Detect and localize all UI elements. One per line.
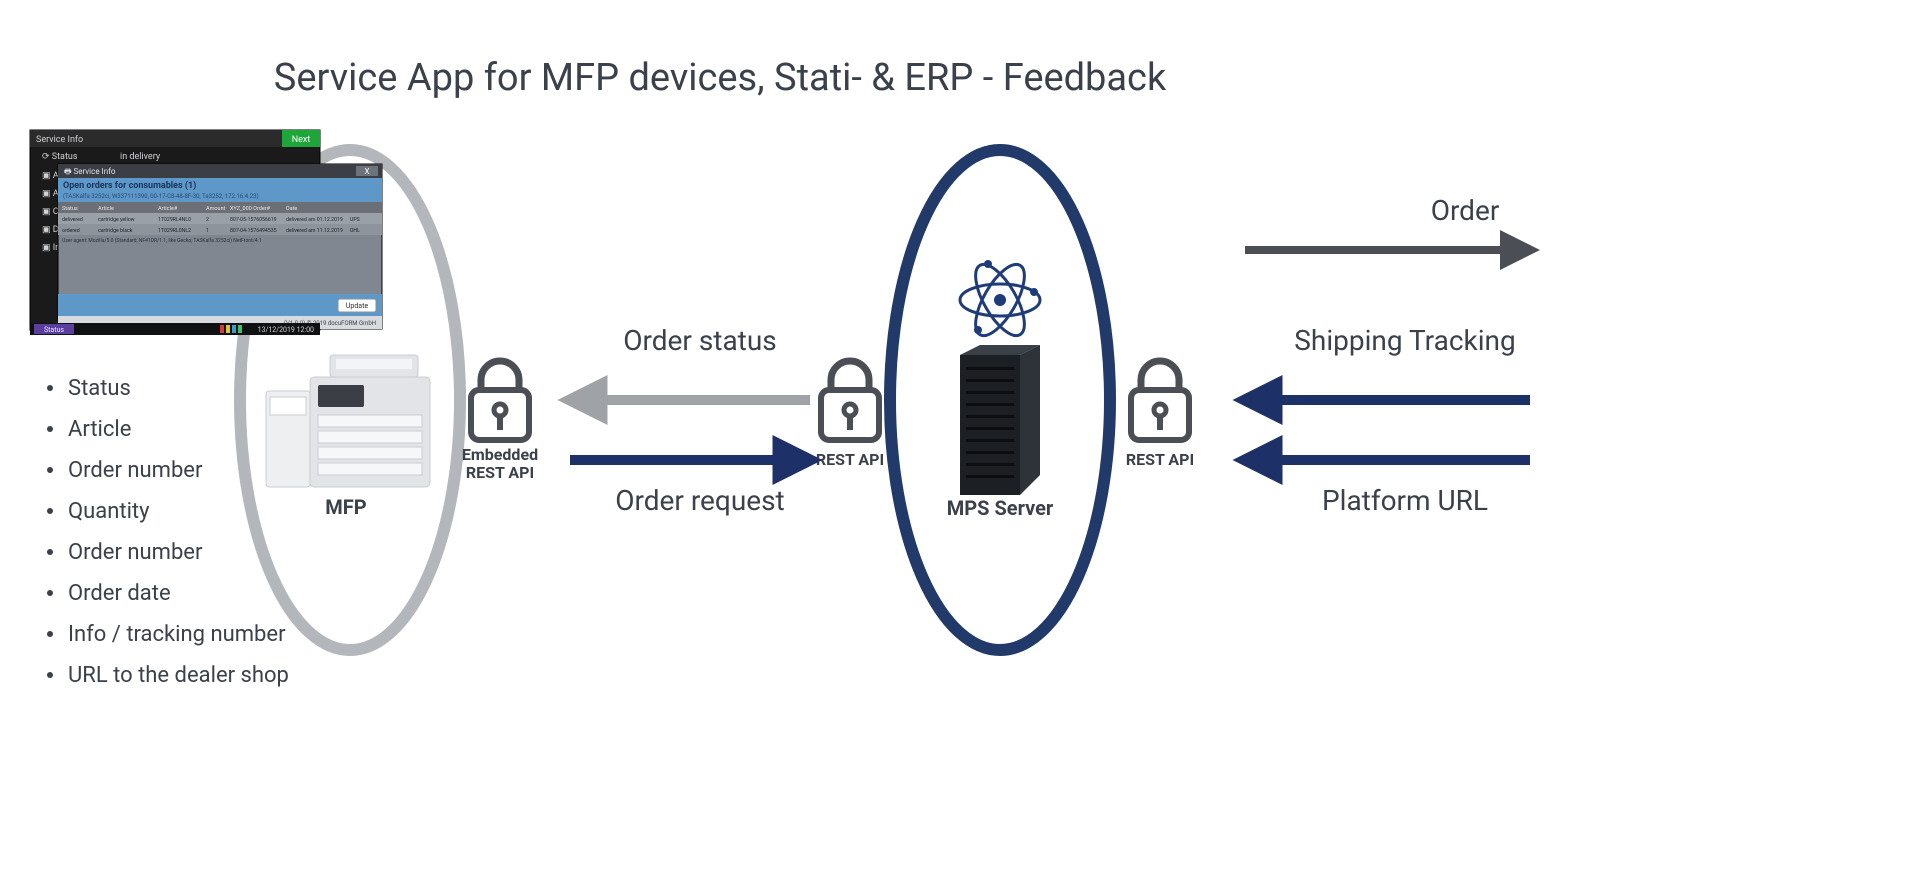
svg-text:Status: Status <box>44 326 64 334</box>
bullet-item: Quantity <box>68 499 150 524</box>
bullet-item: URL to the dealer shop <box>68 663 289 688</box>
svg-text:807-05-1576056619: 807-05-1576056619 <box>230 217 277 223</box>
svg-text:Amount: Amount <box>206 206 226 212</box>
bullet-marker <box>47 549 53 555</box>
svg-text:Update: Update <box>346 302 369 310</box>
arrow-label: Shipping Tracking <box>1294 324 1515 357</box>
svg-text:1T029RL4NL0: 1T029RL4NL0 <box>158 217 191 223</box>
svg-text:Service Info: Service Info <box>36 135 83 145</box>
arrow-label: Order status <box>623 324 776 357</box>
svg-text:1: 1 <box>206 228 209 234</box>
service-info-window: 🖶 Service Info X Open orders for consumabl… <box>58 164 382 329</box>
svg-text:delivered am 11.12.2019: delivered am 11.12.2019 <box>286 228 343 234</box>
bullet-item: Order number <box>68 458 203 483</box>
svg-text:Open orders for consumables (1: Open orders for consumables (1) <box>63 180 196 191</box>
svg-text:cartridge black: cartridge black <box>98 228 133 234</box>
svg-text:XYZ_000 Order#: XYZ_000 Order# <box>230 206 271 212</box>
svg-text:807-04-1576494535: 807-04-1576494535 <box>230 228 277 234</box>
mps-label: MPS Server <box>947 496 1054 520</box>
svg-text:delivered: delivered <box>62 217 83 223</box>
bullet-marker <box>47 508 53 514</box>
bullet-marker <box>47 426 53 432</box>
bullet-marker <box>47 467 53 473</box>
bullet-item: Status <box>68 376 131 401</box>
svg-text:2: 2 <box>206 217 209 223</box>
mfp-label: MFP <box>325 495 366 519</box>
svg-text:ordered: ordered <box>62 228 80 234</box>
svg-text:Article: Article <box>98 206 114 212</box>
svg-text:User agent: Mozilla/5.0 (Stand: User agent: Mozilla/5.0 (Standard; NF41D… <box>62 237 262 244</box>
svg-text:Status: Status <box>62 206 78 212</box>
arrow-label: Order <box>1431 194 1500 227</box>
svg-text:1T029RL0NL2: 1T029RL0NL2 <box>158 228 191 234</box>
svg-text:⟳ Status: ⟳ Status <box>42 152 78 162</box>
svg-text:Next: Next <box>292 135 311 145</box>
page-title: Service App for MFP devices, Stati- & ER… <box>274 56 1167 100</box>
svg-text:REST API: REST API <box>816 450 884 469</box>
arrow-label: Platform URL <box>1322 484 1488 517</box>
svg-text:Embedded: Embedded <box>462 445 538 464</box>
svg-text:DHL: DHL <box>350 228 360 234</box>
bullet-marker <box>47 590 53 596</box>
svg-text:cartridge yellow: cartridge yellow <box>98 217 135 223</box>
bullet-marker <box>47 672 53 678</box>
bullet-item: Order date <box>68 581 171 606</box>
mps-server-icon <box>960 345 1040 495</box>
arrow-label: Order request <box>615 484 784 517</box>
bullet-marker <box>47 631 53 637</box>
svg-text:Date: Date <box>286 206 297 212</box>
svg-text:X: X <box>364 167 369 176</box>
svg-text:REST API: REST API <box>466 463 534 482</box>
svg-text:🖶 Service Info: 🖶 Service Info <box>64 167 116 176</box>
svg-text:13/12/2019 12:00: 13/12/2019 12:00 <box>258 326 314 334</box>
svg-text:delivered am 01.12.2019: delivered am 01.12.2019 <box>286 217 343 223</box>
svg-text:REST API: REST API <box>1126 450 1194 469</box>
bullet-item: Article <box>68 417 131 442</box>
bullet-marker <box>47 385 53 391</box>
bullet-item: Order number <box>68 540 203 565</box>
svg-text:(TASKalfa 3252ci, W337111390,: (TASKalfa 3252ci, W337111390, 00-17-C8-4… <box>63 193 259 200</box>
svg-text:UPS: UPS <box>350 217 360 223</box>
svg-text:in delivery: in delivery <box>120 152 161 162</box>
bullet-item: Info / tracking number <box>68 622 286 647</box>
svg-text:Article#: Article# <box>158 206 178 212</box>
